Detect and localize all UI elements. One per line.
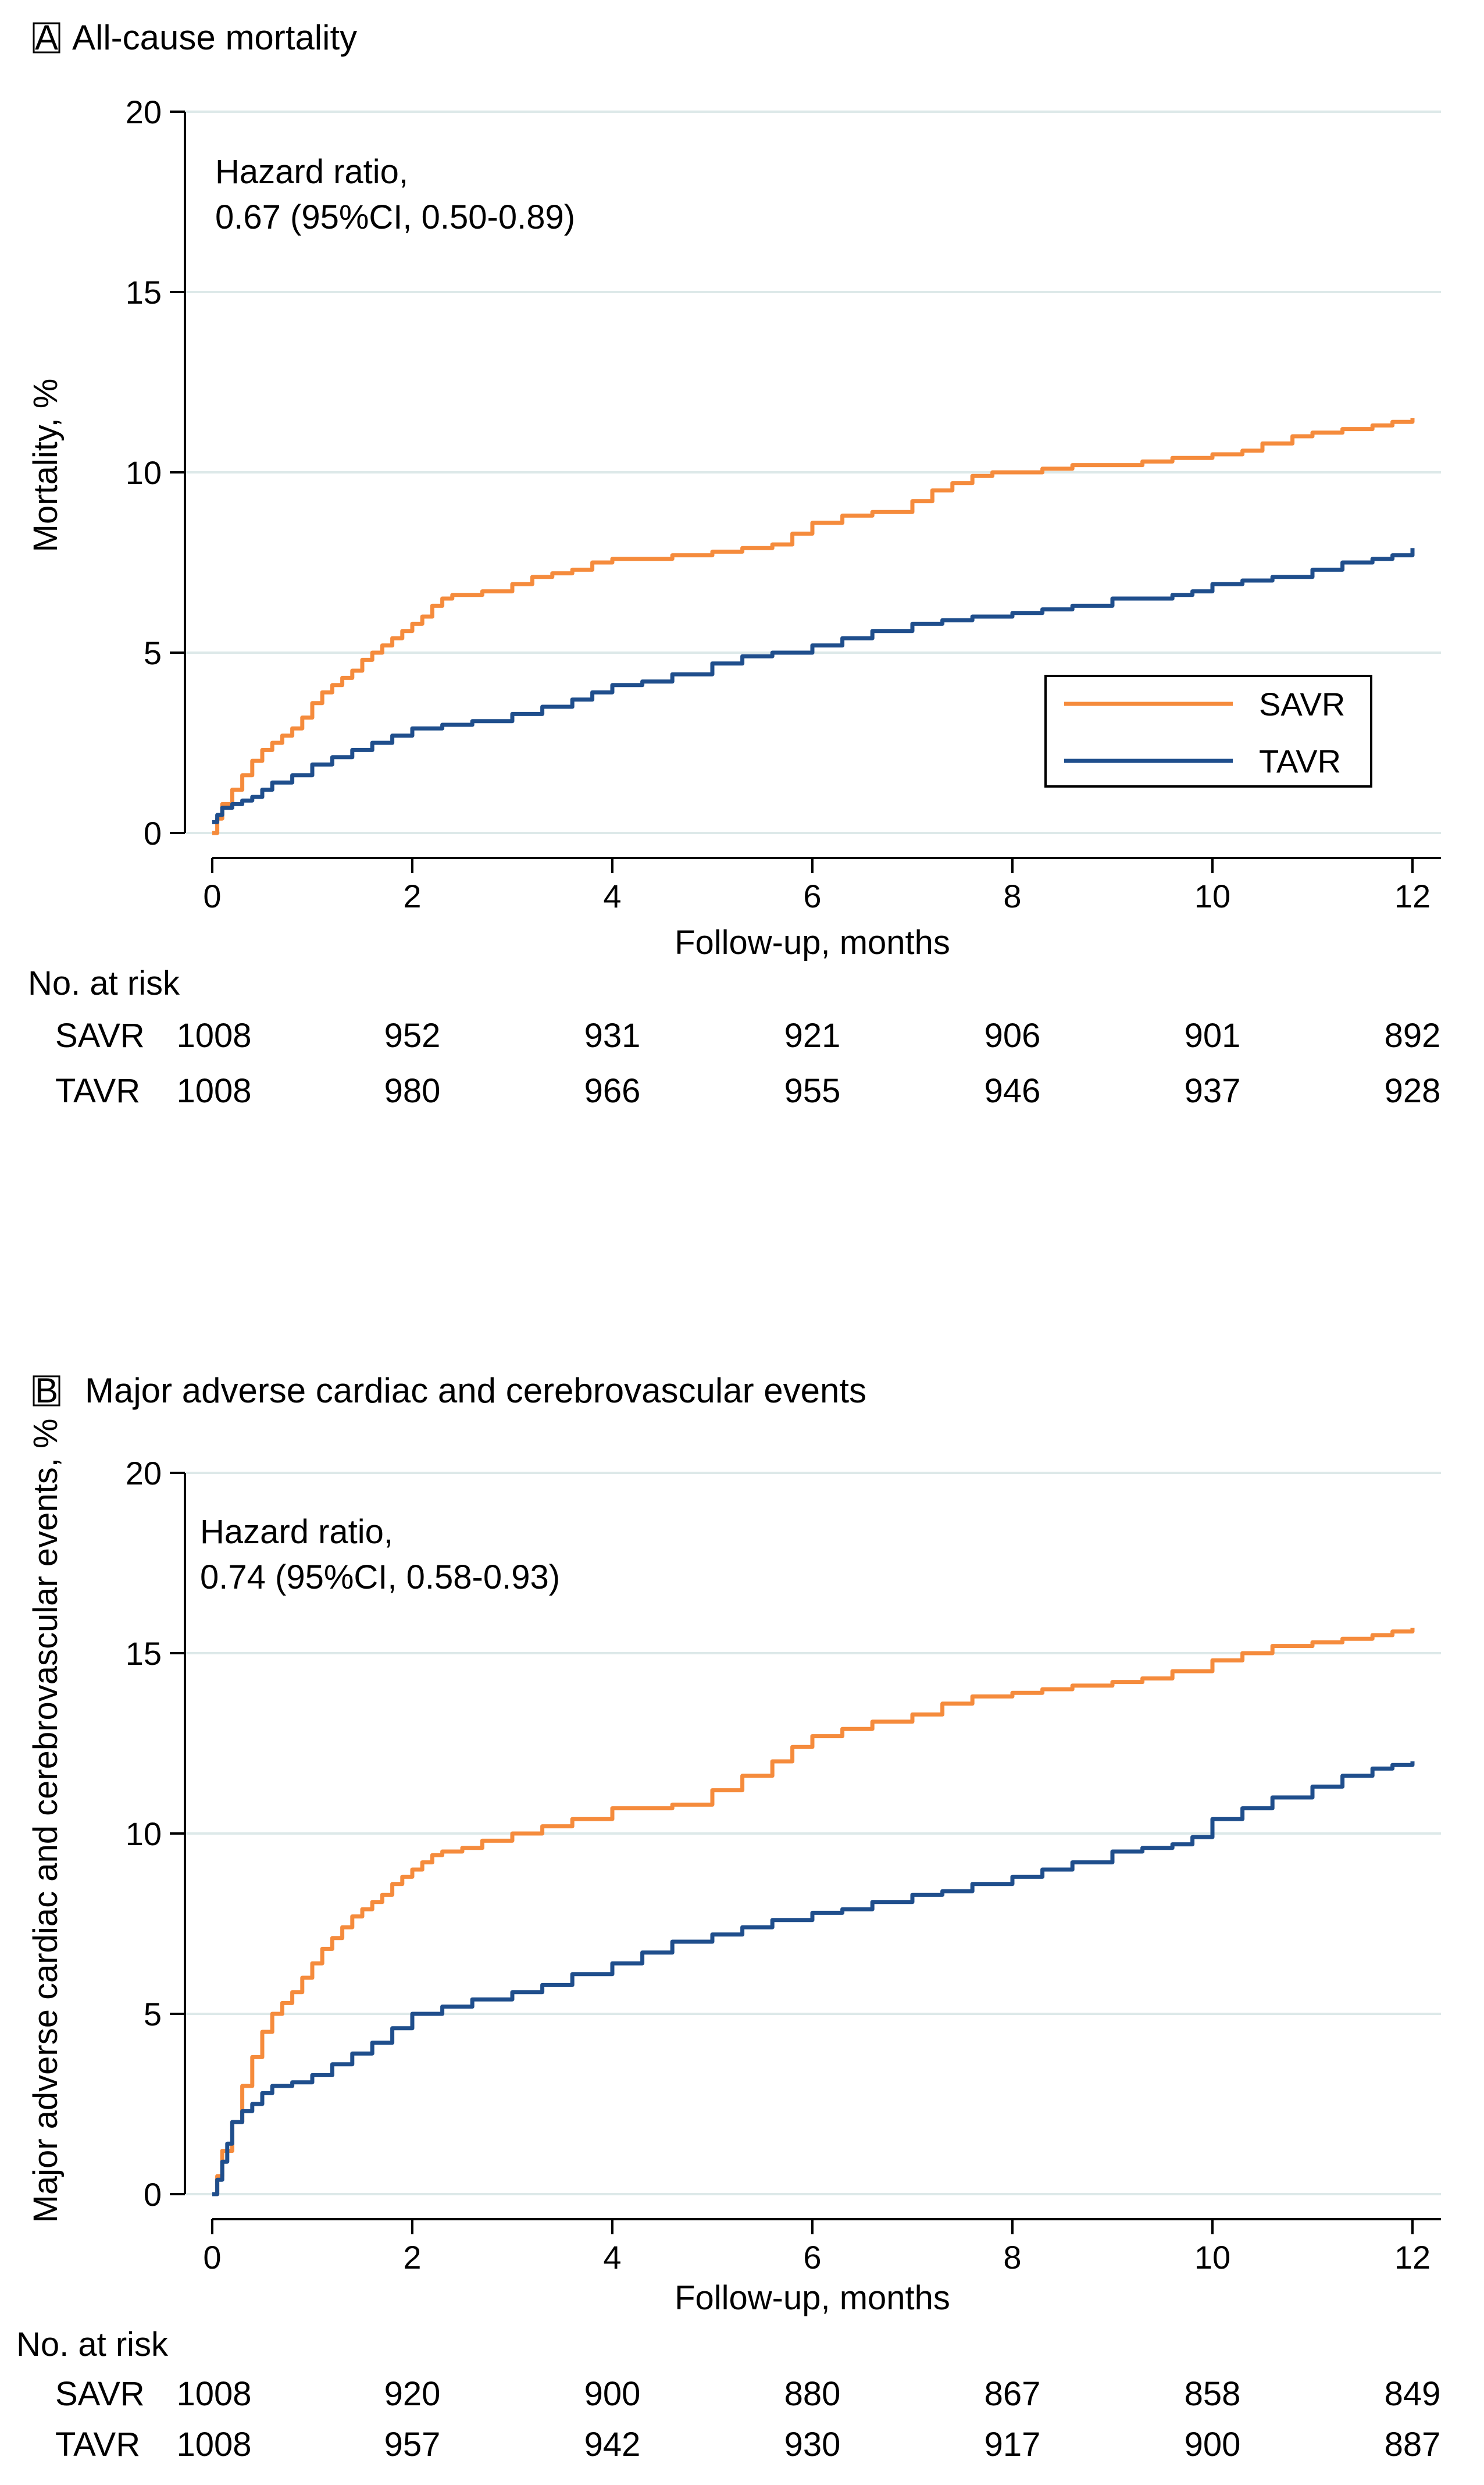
panel-b-y-tick-label-5: 5	[144, 1996, 162, 2032]
panel-b-curve-savr	[212, 1628, 1415, 2196]
panel-a-risk-savr-month-10: 901	[1185, 1017, 1241, 1055]
panel-b-letter: B	[35, 1371, 58, 1410]
panel-a-y-tick-label-20: 20	[126, 94, 162, 130]
panel-b-curves	[212, 1628, 1415, 2196]
panel-a-risk-tavr-month-0: 1008	[176, 1072, 251, 1110]
panel-a-x-tick-label-0: 0	[203, 878, 221, 914]
panel-a-x-tick-label-8: 8	[1003, 878, 1021, 914]
panel-a-y-axis-title: Mortality, %	[27, 379, 65, 553]
panel-b-x-axis-title: Follow-up, months	[675, 2279, 950, 2317]
panel-b-y-tick-label-0: 0	[144, 2176, 162, 2213]
panel-a-legend: SAVR TAVR	[1044, 675, 1372, 788]
panel-b-axes: 0 5 10 15 20 0 2 4 6 8 10 12	[126, 1455, 1441, 2276]
panel-b-y-tick-label-10: 10	[126, 1815, 162, 1852]
panel-b-risk-tavr-month-8: 917	[984, 2426, 1041, 2463]
panel-a-x-axis-title: Follow-up, months	[675, 924, 950, 962]
panel-b-x-tick-label-6: 6	[803, 2239, 821, 2276]
panel-a-legend-savr-label: SAVR	[1259, 686, 1345, 722]
panel-a-risk-savr-month-0: 1008	[176, 1017, 251, 1055]
panel-a-y-tick-label-5: 5	[144, 635, 162, 671]
panel-a-y-tick-label-15: 15	[126, 274, 162, 311]
panel-b-risk-table: No. at risk SAVR TAVR 1008 920 900 880 867 85…	[16, 2326, 1440, 2463]
panel-b-risk-tavr-month-10: 900	[1185, 2426, 1241, 2463]
panel-b-risk-savr-month-2: 920	[384, 2375, 441, 2413]
panel-b-x-tick-label-8: 8	[1003, 2239, 1021, 2276]
panel-a-letter-box	[33, 22, 60, 54]
panel-a-curve-tavr	[212, 548, 1415, 824]
panel-b-risk-row-savr-label: SAVR	[55, 2375, 145, 2413]
panel-b-x-tick-label-10: 10	[1194, 2239, 1230, 2276]
panel-b: B Major adverse cardiac and cerebrovascu…	[16, 1371, 1441, 2463]
panel-b-risk-tavr-month-4: 942	[584, 2426, 641, 2463]
panel-b-risk-savr-month-12: 849	[1385, 2375, 1441, 2413]
panel-a-y-tick-label-0: 0	[144, 815, 162, 852]
panel-a-title: All-cause mortality	[72, 18, 357, 57]
panel-a-risk-tavr-month-12: 928	[1385, 1072, 1441, 1110]
panel-b-risk-tavr-month-6: 930	[784, 2426, 841, 2463]
panel-a-curve-savr	[212, 418, 1415, 835]
panel-b-x-tick-label-2: 2	[403, 2239, 421, 2276]
panel-a-x-tick-label-4: 4	[603, 878, 621, 914]
panel-b-risk-tavr-month-2: 957	[384, 2426, 441, 2463]
panel-b-risk-values: 1008 920 900 880 867 858 849 1008 957 942 930 917 90…	[176, 2375, 1440, 2463]
panel-b-x-tick-label-12: 12	[1394, 2239, 1431, 2276]
panel-b-x-tick-label-4: 4	[603, 2239, 621, 2276]
panel-a-risk-savr-month-12: 892	[1385, 1017, 1441, 1055]
panel-b-risk-savr-month-4: 900	[584, 2375, 641, 2413]
panel-a-risk-tavr-month-6: 955	[784, 1072, 841, 1110]
panel-a-gridlines	[185, 111, 1441, 834]
panel-b-x-tick-label-0: 0	[203, 2239, 221, 2276]
panel-a-legend-tavr-label: TAVR	[1259, 743, 1341, 779]
panel-b-risk-savr-month-10: 858	[1185, 2375, 1241, 2413]
panel-a-x-tick-label-10: 10	[1194, 878, 1230, 914]
panel-b-gridlines	[185, 1472, 1441, 2195]
panel-b-annotation-line2: 0.74 (95%CI, 0.58-0.93)	[200, 1558, 560, 1596]
panel-b-risk-savr-month-6: 880	[784, 2375, 841, 2413]
panel-a-risk-savr-month-8: 906	[984, 1017, 1041, 1055]
panel-b-risk-savr-month-0: 1008	[176, 2375, 251, 2413]
panel-a-risk-tavr-month-10: 937	[1185, 1072, 1241, 1110]
panel-a-risk-row-tavr-label: TAVR	[55, 1072, 140, 1110]
panel-a-risk-tavr-month-4: 966	[584, 1072, 641, 1110]
panel-b-risk-tavr-month-0: 1008	[176, 2426, 251, 2463]
panel-b-y-axis-title: Major adverse cardiac and cerebrovascula…	[27, 1419, 65, 2223]
panel-b-risk-tavr-month-12: 887	[1385, 2426, 1441, 2463]
panel-b-letter-box	[33, 1375, 60, 1407]
panel-b-y-tick-label-15: 15	[126, 1635, 162, 1672]
panel-a-letter: A	[35, 18, 58, 57]
panel-a-risk-table: No. at risk SAVR TAVR 1008 952 931 921 906 90…	[28, 964, 1440, 1110]
panel-a-annotation-line2: 0.67 (95%CI, 0.50-0.89)	[215, 198, 575, 236]
panel-a-risk-savr-month-4: 931	[584, 1017, 641, 1055]
panel-b-annotation-line1: Hazard ratio,	[200, 1513, 393, 1551]
panel-a-curves	[212, 418, 1415, 835]
panel-b-risk-savr-month-8: 867	[984, 2375, 1041, 2413]
panel-a-axes: 0 5 10 15 20 0 2 4 6 8 10 12	[126, 94, 1441, 914]
panel-a-risk-row-savr-label: SAVR	[55, 1017, 145, 1055]
panel-b-y-tick-label-20: 20	[126, 1455, 162, 1491]
panel-a-risk-savr-month-6: 921	[784, 1017, 841, 1055]
panel-b-title: Major adverse cardiac and cerebrovascula…	[85, 1371, 866, 1410]
panel-b-risk-header: No. at risk	[16, 2326, 169, 2363]
panel-a-annotation-line1: Hazard ratio,	[215, 153, 408, 191]
panel-a-legend-box	[1044, 675, 1372, 788]
panel-a-risk-tavr-month-2: 980	[384, 1072, 441, 1110]
panel-b-curve-tavr	[212, 1761, 1415, 2196]
panel-a-risk-tavr-month-8: 946	[984, 1072, 1041, 1110]
panel-a-x-tick-label-6: 6	[803, 878, 821, 914]
panel-a-risk-header: No. at risk	[28, 964, 180, 1002]
panel-a-risk-savr-month-2: 952	[384, 1017, 441, 1055]
panel-a-x-tick-label-2: 2	[403, 878, 421, 914]
panel-a-risk-values: 1008 952 931 921 906 901 892 1008 980 966 955 946 93…	[176, 1017, 1440, 1110]
panel-a-x-tick-label-12: 12	[1394, 878, 1431, 914]
panel-b-risk-row-tavr-label: TAVR	[55, 2426, 140, 2463]
panel-a-y-tick-label-10: 10	[126, 454, 162, 491]
